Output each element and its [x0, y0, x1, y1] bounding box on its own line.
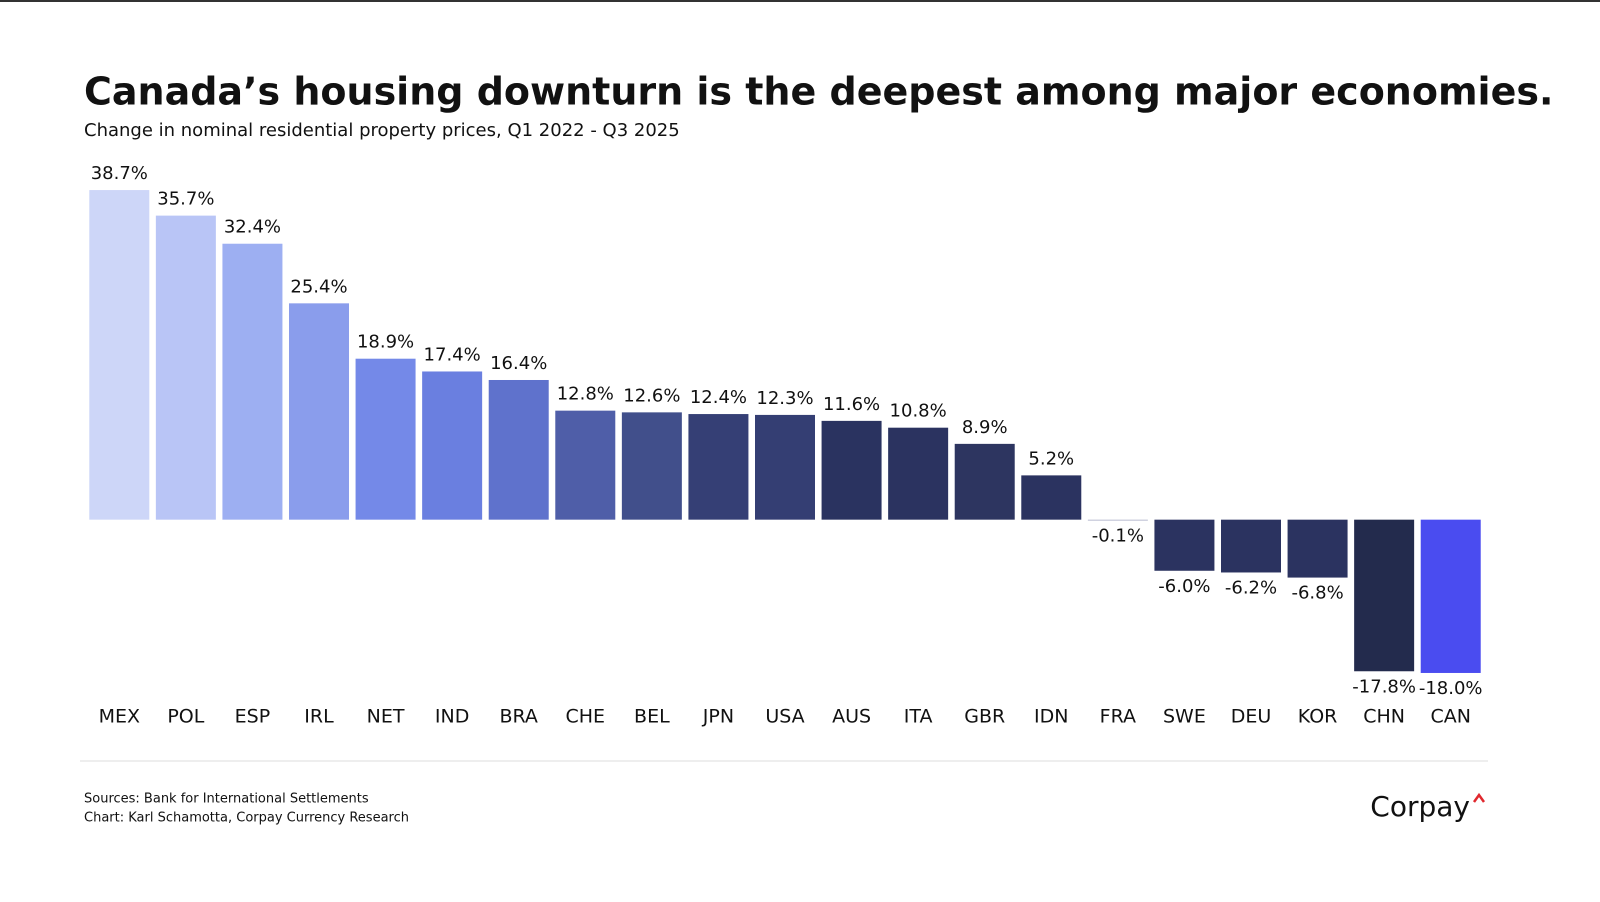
value-label: 17.4%: [424, 344, 481, 365]
value-label: 12.8%: [557, 384, 614, 405]
x-tick-label: KOR: [1298, 706, 1338, 728]
x-tick-label: MEX: [99, 706, 140, 728]
value-label: 8.9%: [962, 417, 1008, 438]
value-label: 25.4%: [290, 276, 347, 297]
x-tick-label: JPN: [702, 706, 734, 728]
value-label: 11.6%: [823, 394, 880, 415]
value-label: -0.1%: [1092, 526, 1144, 547]
bar: [954, 443, 1015, 520]
x-tick-label: CHN: [1363, 706, 1405, 728]
bar: [355, 358, 416, 520]
x-tick-label: ITA: [904, 706, 933, 728]
credit: Chart: Karl Schamotta, Corpay Currency R…: [84, 811, 409, 826]
value-label: 38.7%: [91, 163, 148, 184]
value-label: -6.8%: [1291, 583, 1343, 604]
x-tick-label: SWE: [1163, 706, 1206, 728]
x-tick-label: FRA: [1100, 706, 1136, 728]
value-label: 16.4%: [490, 353, 547, 374]
x-tick-label: GBR: [964, 706, 1005, 728]
value-label: -17.8%: [1352, 676, 1416, 697]
value-label: 32.4%: [224, 217, 281, 238]
value-label: 18.9%: [357, 332, 414, 353]
bar: [1021, 475, 1082, 520]
x-tick-label: CAN: [1430, 706, 1470, 728]
bar: [155, 215, 216, 520]
bar: [621, 412, 682, 520]
bar: [1420, 519, 1481, 673]
x-tick-label: IRL: [304, 706, 334, 728]
x-tick-label: BEL: [634, 706, 670, 728]
bar: [755, 414, 815, 520]
bar: [222, 243, 283, 520]
bar: [289, 303, 349, 520]
x-tick-label: IDN: [1034, 706, 1068, 728]
x-tick-label: POL: [167, 706, 204, 728]
value-label: -18.0%: [1419, 678, 1483, 699]
value-label: 12.4%: [690, 387, 747, 408]
bar: [1154, 519, 1215, 571]
x-tick-label: DEU: [1231, 706, 1272, 728]
value-label: 10.8%: [890, 401, 947, 422]
chart-subtitle: Change in nominal residential property p…: [84, 120, 680, 141]
chart-title: Canada’s housing downturn is the deepest…: [84, 70, 1553, 114]
x-tick-label: CHE: [566, 706, 606, 728]
value-label: 12.3%: [756, 388, 813, 409]
value-label: -6.2%: [1225, 577, 1277, 598]
value-label: 35.7%: [157, 189, 214, 210]
x-tick-label: IND: [435, 706, 469, 728]
brand-logo: Corpay: [1370, 790, 1470, 823]
bar: [821, 420, 882, 520]
bar: [688, 414, 749, 520]
bar: [1087, 519, 1148, 521]
value-label: 12.6%: [623, 385, 680, 406]
source: Sources: Bank for International Settleme…: [84, 792, 369, 807]
value-label: -6.0%: [1158, 576, 1210, 597]
bar: [488, 379, 549, 520]
bar: [1221, 519, 1281, 573]
bar: [1354, 519, 1415, 672]
bar: [422, 371, 483, 520]
bar: [89, 190, 150, 520]
x-tick-label: ESP: [235, 706, 271, 728]
brand-caret: [1472, 792, 1486, 803]
x-tick-label: BRA: [499, 706, 537, 728]
x-tick-label: AUS: [832, 706, 871, 728]
x-tick-label: NET: [367, 706, 405, 728]
x-tick-label: USA: [765, 706, 804, 728]
bar: [555, 410, 616, 520]
value-label: 5.2%: [1028, 448, 1074, 469]
bar: [1287, 519, 1348, 578]
bar: [888, 427, 949, 520]
